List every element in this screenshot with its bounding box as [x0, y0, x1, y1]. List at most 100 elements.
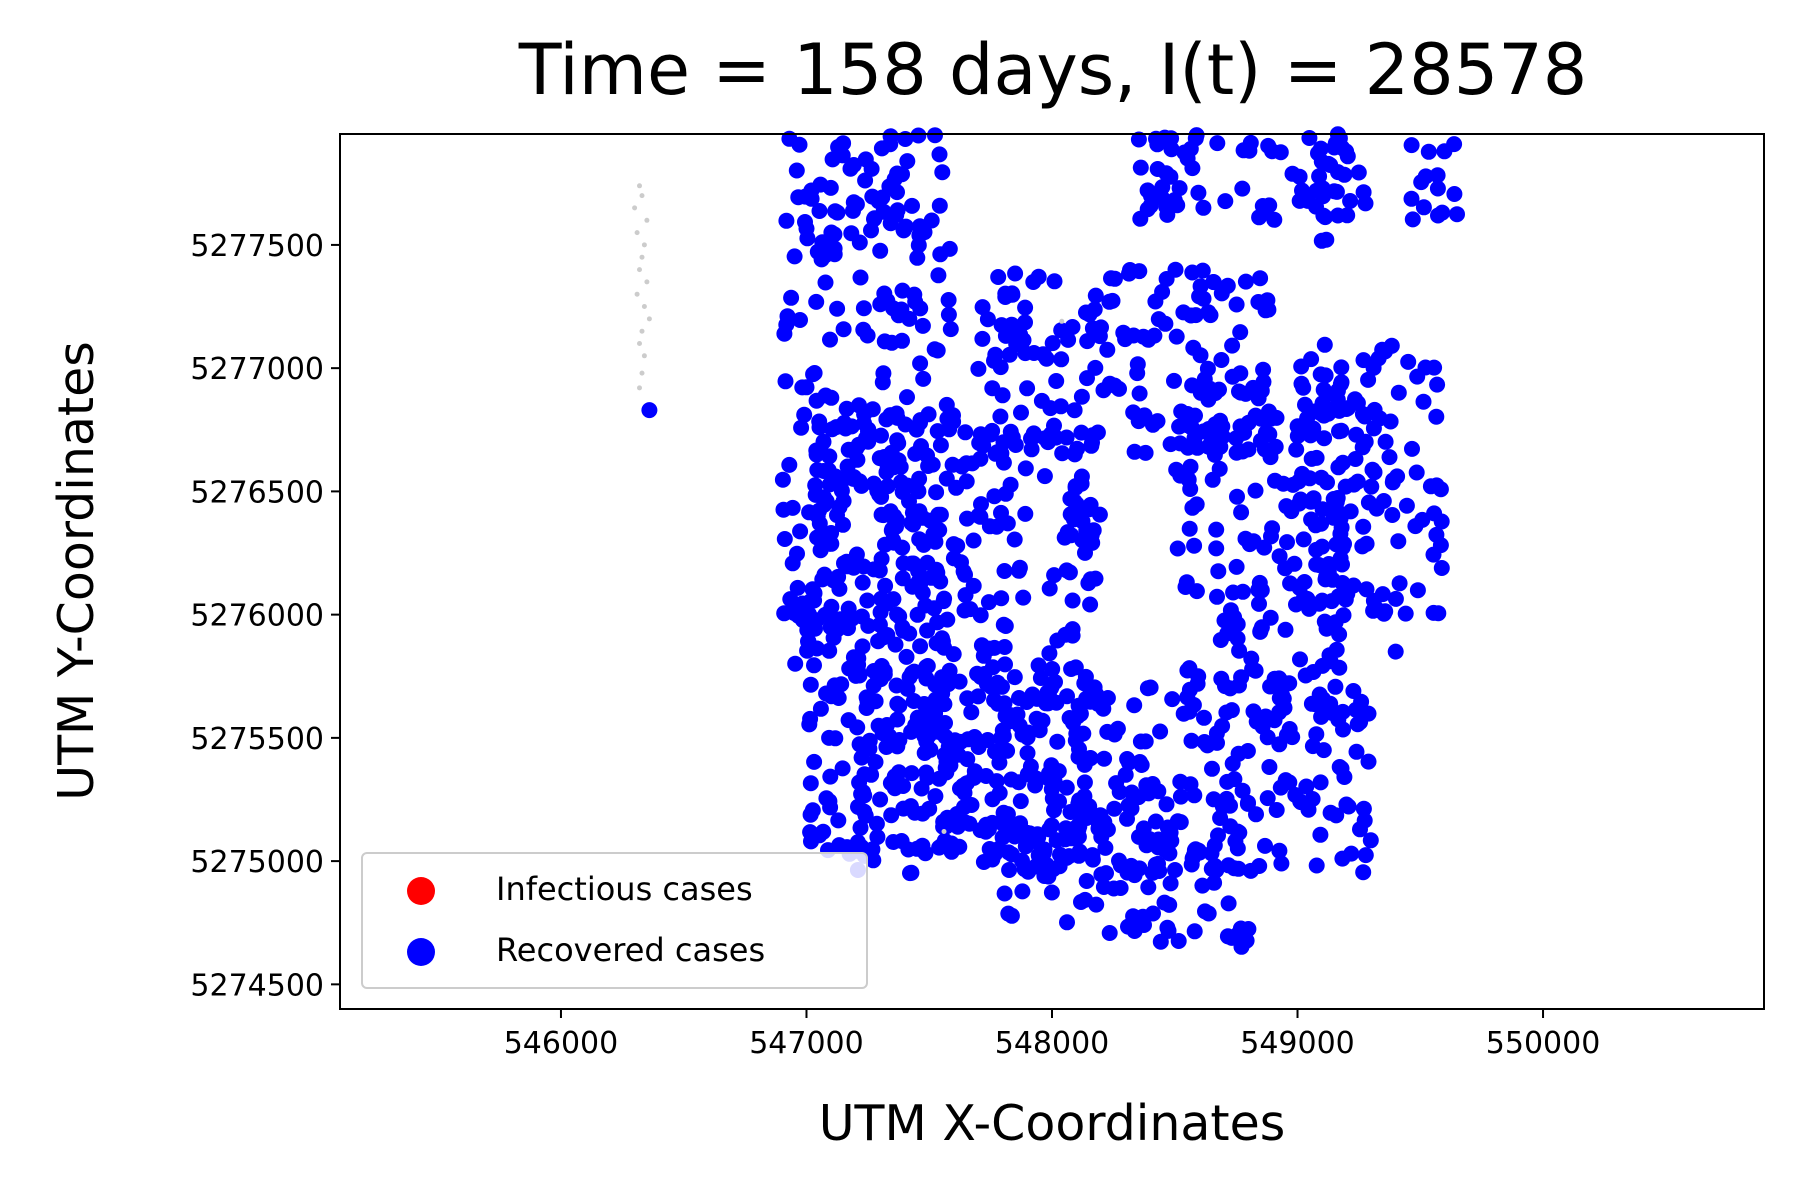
recovered-point — [1415, 199, 1432, 216]
recovered-point — [875, 365, 892, 382]
recovered-point — [889, 606, 905, 623]
recovered-point — [995, 434, 1012, 451]
recovered-point — [996, 639, 1013, 655]
recovered-point — [1003, 907, 1020, 924]
recovered-point — [962, 601, 979, 618]
recovered-point — [1184, 160, 1201, 177]
susceptible-point — [641, 242, 647, 248]
recovered-point — [1171, 418, 1188, 435]
recovered-point — [1334, 454, 1351, 471]
recovered-point — [940, 306, 957, 323]
recovered-point — [1284, 729, 1301, 746]
recovered-point — [1190, 842, 1207, 859]
recovered-point — [822, 331, 838, 348]
recovered-point — [856, 766, 873, 783]
recovered-point — [911, 218, 928, 235]
recovered-point — [1147, 813, 1164, 830]
recovered-point — [889, 695, 906, 712]
recovered-point — [1120, 918, 1136, 935]
recovered-point — [1077, 668, 1094, 685]
recovered-point — [1365, 602, 1382, 619]
recovered-point — [1333, 374, 1350, 391]
recovered-point — [1149, 161, 1166, 177]
recovered-point — [1314, 592, 1331, 609]
susceptible-point — [639, 193, 645, 199]
recovered-point — [860, 421, 877, 438]
recovered-point — [1025, 274, 1042, 290]
recovered-point — [1046, 273, 1063, 290]
recovered-point — [1199, 737, 1216, 754]
recovered-point — [899, 389, 915, 406]
recovered-point — [982, 426, 999, 443]
legend-label-recovered: Recovered cases — [496, 931, 765, 969]
recovered-point — [1228, 296, 1245, 313]
recovered-point — [833, 612, 850, 629]
susceptible-point — [639, 254, 645, 260]
recovered-point — [823, 389, 840, 406]
recovered-point — [783, 289, 800, 306]
recovered-point — [1314, 538, 1331, 555]
recovered-point — [1285, 476, 1301, 493]
recovered-point — [1377, 433, 1394, 450]
recovered-point — [1276, 699, 1293, 716]
recovered-point — [1203, 860, 1220, 877]
recovered-point — [1330, 164, 1346, 181]
recovered-point — [1144, 776, 1161, 792]
recovered-point — [885, 591, 902, 608]
recovered-point — [1192, 347, 1209, 364]
recovered-point — [1062, 506, 1079, 523]
recovered-point — [792, 312, 808, 328]
recovered-point — [885, 834, 902, 850]
recovered-point — [1200, 905, 1217, 922]
recovered-point — [1350, 164, 1367, 181]
recovered-point — [1315, 188, 1331, 205]
recovered-point — [958, 455, 975, 472]
recovered-point — [1058, 779, 1075, 796]
recovered-point — [1072, 845, 1089, 862]
recovered-point — [1387, 590, 1404, 607]
recovered-point — [848, 839, 865, 856]
recovered-point — [1171, 180, 1188, 197]
recovered-point — [1252, 270, 1269, 287]
susceptible-point — [637, 385, 642, 391]
recovered-point — [1006, 531, 1023, 548]
recovered-point — [1017, 505, 1034, 522]
recovered-point — [1109, 720, 1126, 737]
recovered-point — [1347, 451, 1364, 467]
recovered-point — [943, 843, 960, 860]
recovered-point — [981, 518, 998, 535]
recovered-point — [778, 212, 795, 229]
recovered-point — [802, 775, 819, 792]
recovered-point — [1056, 529, 1073, 546]
recovered-point — [1033, 392, 1050, 409]
recovered-point — [1017, 314, 1033, 331]
recovered-point — [1209, 588, 1225, 605]
recovered-point — [1073, 424, 1090, 441]
recovered-point — [857, 172, 874, 189]
x-tick-label: 547000 — [749, 1026, 864, 1061]
recovered-point — [1187, 407, 1203, 424]
recovered-point — [1328, 641, 1345, 658]
recovered-point — [1371, 410, 1388, 427]
recovered-point — [876, 285, 893, 302]
recovered-point — [813, 251, 830, 268]
recovered-point — [1271, 842, 1288, 859]
recovered-point — [873, 590, 890, 607]
recovered-point — [1087, 287, 1104, 304]
recovered-point — [883, 444, 900, 461]
recovered-point — [1140, 879, 1157, 896]
recovered-point — [937, 728, 954, 745]
recovered-point — [869, 829, 886, 845]
recovered-point — [781, 456, 798, 473]
recovered-point — [1053, 351, 1070, 368]
recovered-point — [804, 581, 821, 598]
recovered-point — [1130, 131, 1147, 148]
recovered-point — [1407, 518, 1424, 535]
recovered-point — [986, 488, 1003, 505]
recovered-point — [1017, 299, 1034, 316]
recovered-point — [1357, 847, 1374, 864]
recovered-point — [1152, 723, 1169, 740]
recovered-point — [641, 402, 658, 419]
recovered-point — [1302, 493, 1319, 510]
susceptible-point — [639, 328, 645, 334]
